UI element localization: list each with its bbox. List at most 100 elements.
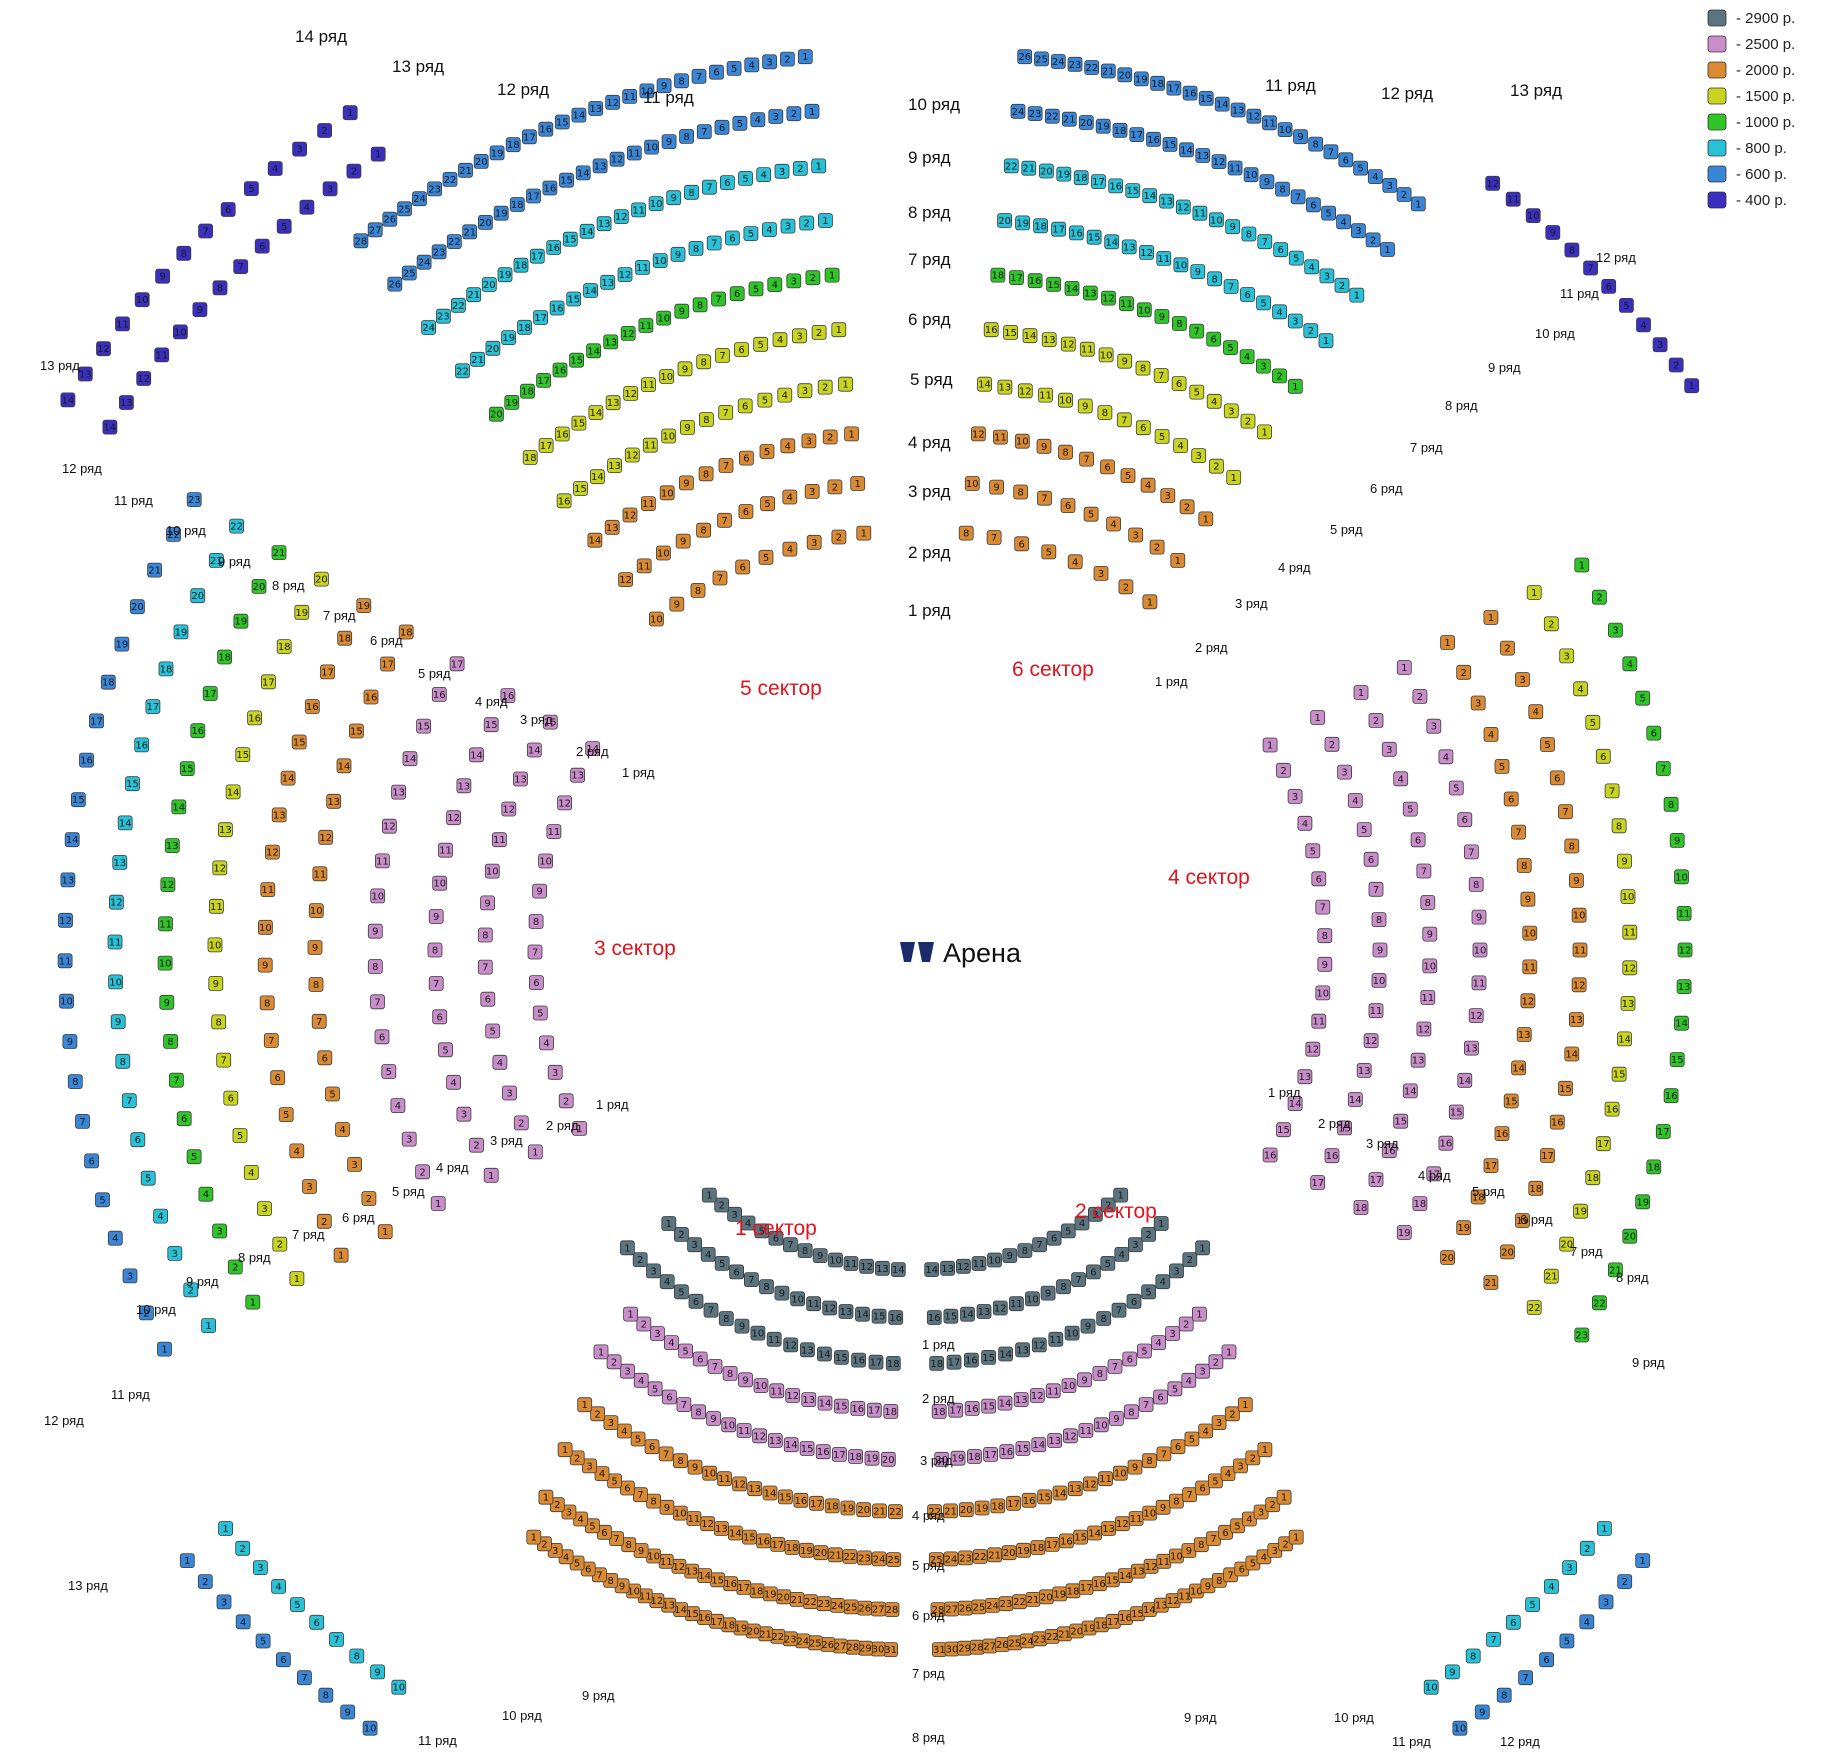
seat[interactable]: 8 [1317,928,1333,944]
seat[interactable]: 4 [1220,1466,1236,1481]
seat[interactable]: 5 [1635,690,1651,706]
seat[interactable]: 10 [1189,1583,1204,1599]
seat[interactable]: 3 [727,1206,742,1222]
seat[interactable]: 29 [957,1640,972,1656]
seat[interactable]: 1 [1170,553,1186,568]
seat[interactable]: 21 [208,553,224,568]
seat[interactable]: 17 [1106,1613,1121,1629]
seat[interactable]: 8 [1564,838,1580,854]
seat[interactable]: 8 [1564,242,1580,258]
seat[interactable]: 8 [477,927,493,943]
seat[interactable]: 25 [1007,1635,1023,1651]
seat[interactable]: 7 [1290,189,1306,205]
seat[interactable]: 7 [1071,1272,1086,1287]
seat[interactable]: 21 [1608,1262,1623,1278]
seat[interactable]: 21 [943,1503,958,1519]
seat[interactable]: 29 [858,1640,873,1656]
seat[interactable]: 9 [62,1034,78,1049]
seat[interactable]: 7 [1037,490,1052,506]
seat[interactable]: 27 [870,1601,886,1617]
seat[interactable]: 5 [1184,1431,1200,1447]
seat[interactable]: 3 [1382,177,1398,193]
seat[interactable]: 23 [816,1596,832,1612]
seat[interactable]: 1 [1276,1489,1292,1505]
seat[interactable]: 18 [505,137,521,153]
seat[interactable]: 22 [450,297,466,313]
seat[interactable]: 23 [857,1550,872,1566]
seat[interactable]: 5 [255,1633,271,1649]
seat[interactable]: 12 [96,341,111,357]
seat[interactable]: 5 [1060,1223,1076,1239]
seat[interactable]: 5 [1167,1381,1183,1397]
seat[interactable]: 8 [692,297,708,313]
seat[interactable]: 3 [780,218,796,234]
seat[interactable]: 1 [1635,1553,1651,1568]
seat[interactable]: 26 [820,1637,836,1652]
seat[interactable]: 10 [652,253,668,269]
seat[interactable]: 9 [208,976,224,991]
seat[interactable]: 1 [701,1187,717,1203]
seat[interactable]: 17 [536,372,551,388]
seat[interactable]: 16 [793,1492,809,1508]
seat[interactable]: 13 [1041,332,1057,348]
seat[interactable]: 17 [770,1537,786,1552]
seat[interactable]: 15 [71,792,86,808]
seat[interactable]: 1 [1684,378,1700,394]
seat[interactable]: 6 [1086,1264,1101,1280]
seat[interactable]: 26 [957,1600,973,1616]
seat[interactable]: 9 [1372,942,1388,958]
seat[interactable]: 9 [159,994,175,1010]
seat[interactable]: 6 [662,1389,677,1405]
seat[interactable]: 14 [60,392,76,408]
seat[interactable]: 8 [1275,181,1290,197]
seat[interactable]: 19 [974,1500,990,1516]
seat[interactable]: 12 [1677,942,1693,958]
seat[interactable]: 2 [799,215,815,231]
seat[interactable]: 5 [1256,295,1271,311]
seat[interactable]: 1 [333,1247,349,1263]
seat[interactable]: 14 [587,532,603,548]
seat[interactable]: 17 [320,664,335,680]
seat[interactable]: 12 [1031,1337,1047,1353]
seat[interactable]: 20 [745,1623,761,1639]
seat[interactable]: 13 [605,395,621,411]
seat[interactable]: 12 [613,209,629,225]
seat[interactable]: 2 [590,1406,605,1422]
seat[interactable]: 9 [1293,129,1308,145]
seat[interactable]: 2 [822,429,838,445]
seat[interactable]: 5 [1223,340,1238,356]
seat[interactable]: 14 [1617,1031,1632,1047]
seat[interactable]: 3 [347,1157,363,1172]
seat[interactable]: 3 [212,1223,228,1239]
seat[interactable]: 17 [1368,1172,1384,1187]
seat[interactable]: 7 [216,1052,232,1068]
seat[interactable]: 13 [1082,285,1098,301]
seat[interactable]: 8 [684,184,699,200]
seat[interactable]: 19 [1635,1194,1651,1210]
seat[interactable]: 23 [958,1550,973,1566]
seat[interactable]: 16 [546,240,562,255]
seat[interactable]: 6 [275,1652,291,1668]
seat[interactable]: 25 [401,265,417,281]
seat[interactable]: 5 [140,1170,156,1186]
seat[interactable]: 8 [1611,818,1627,834]
seat[interactable]: 15 [1393,1113,1409,1129]
seat[interactable]: 6 [1060,498,1076,514]
seat[interactable]: 16 [851,1352,866,1368]
seat[interactable]: 12 [1305,1041,1321,1057]
seat[interactable]: 17 [809,1495,824,1511]
seat[interactable]: 14 [1087,1525,1102,1541]
seat[interactable]: 8 [163,1034,179,1049]
seat[interactable]: 8 [1241,226,1257,242]
seat[interactable]: 10 [172,324,188,340]
seat[interactable]: 14 [571,107,587,123]
seat[interactable]: 11 [1079,341,1095,357]
seat[interactable]: 4 [1573,681,1588,697]
seat[interactable]: 14 [469,747,484,763]
seat[interactable]: 2 [549,1497,565,1513]
seat[interactable]: 9 [656,78,672,94]
seat[interactable]: 19 [1573,1203,1588,1219]
seat[interactable]: 9 [307,940,323,955]
seat[interactable]: 13 [1130,1563,1146,1579]
seat[interactable]: 19 [497,267,513,283]
